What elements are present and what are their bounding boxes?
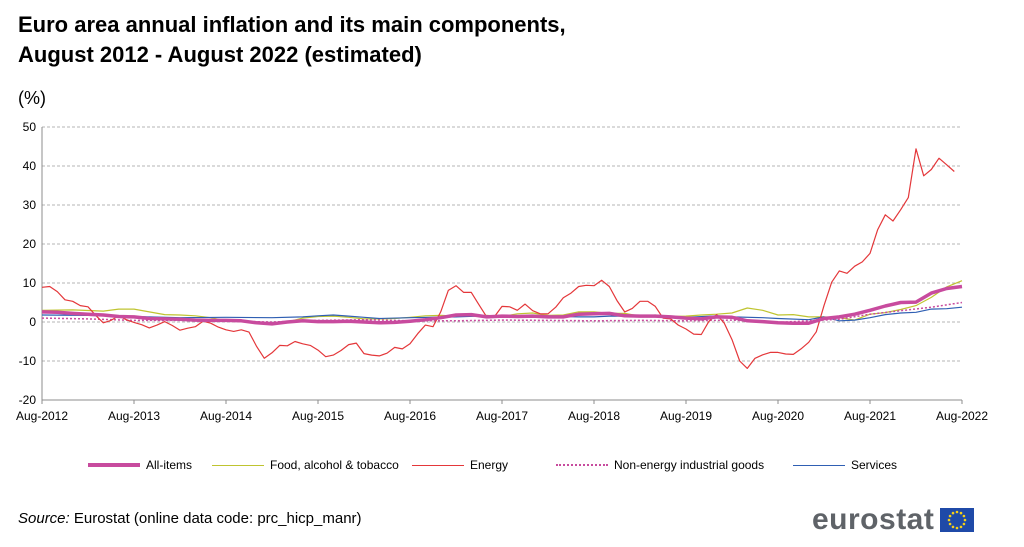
flag-star (960, 511, 963, 515)
legend-label: Services (851, 458, 898, 472)
flag-star (960, 525, 963, 529)
flag-star (952, 511, 955, 515)
x-tick-label: Aug-2016 (384, 409, 436, 423)
legend-label: Food, alcohol & tobacco (270, 458, 399, 472)
x-tick-label: Aug-2014 (200, 409, 252, 423)
chart-legend: All-items Food, alcohol & tobacco Energy No… (0, 458, 1024, 478)
x-tick-label: Aug-2012 (16, 409, 68, 423)
x-tick-label: Aug-2020 (752, 409, 804, 423)
flag-star (962, 522, 966, 526)
y-tick-label: -20 (19, 393, 37, 407)
y-axis-ticks: -20 -10 0 10 20 30 40 50 (19, 120, 43, 407)
legend-item: Non-energy industrial goods (556, 458, 764, 472)
x-tick-label: Aug-2017 (476, 409, 528, 423)
y-axis-unit: (%) (18, 88, 46, 108)
series-line-energy (41, 148, 955, 369)
series-line-all-items (41, 284, 963, 326)
chart-title-line-1: Euro area annual inflation and its main … (18, 12, 566, 37)
eurostat-logo: eurostat (812, 503, 975, 537)
flag-star (956, 526, 959, 530)
legend-swatch (556, 464, 608, 466)
flag-star (956, 510, 959, 514)
x-tick-label: Aug-2019 (660, 409, 712, 423)
source-text: Eurostat (online data code: prc_hicp_man… (69, 510, 362, 527)
y-tick-label: 0 (29, 315, 36, 329)
legend-item: Food, alcohol & tobacco (212, 458, 399, 472)
legend-item: All-items (88, 458, 192, 472)
eurostat-wordmark: eurostat (812, 503, 935, 536)
flag-star (949, 514, 952, 518)
x-tick-label: Aug-2022 (936, 409, 988, 423)
eu-flag-icon (940, 508, 975, 532)
gridlines (42, 126, 962, 362)
series-lines (41, 148, 963, 369)
legend-swatch (88, 463, 140, 467)
legend-label: Energy (470, 458, 509, 472)
chart-title-line-2: August 2012 - August 2022 (estimated) (18, 42, 422, 67)
x-tick-label: Aug-2015 (292, 409, 344, 423)
y-tick-label: 40 (23, 159, 37, 173)
legend-swatch (793, 464, 845, 466)
x-axis-ticks: Aug-2012 Aug-2013 Aug-2014 Aug-2015 Aug-2016… (16, 399, 988, 423)
legend-swatch (412, 464, 464, 466)
source-label: Source: (18, 510, 70, 527)
flag-star (949, 522, 952, 526)
flag-star (948, 518, 951, 522)
flag-star (964, 518, 967, 522)
legend-item: Energy (412, 458, 508, 472)
flag-star (962, 514, 966, 518)
x-tick-label: Aug-2021 (844, 409, 896, 423)
y-tick-label: 10 (23, 276, 37, 290)
y-tick-label: -10 (19, 354, 37, 368)
source-note: Source: Eurostat (online data code: prc_… (18, 510, 362, 527)
legend-item: Services (793, 458, 897, 472)
flag-star (952, 525, 955, 529)
x-tick-label: Aug-2013 (108, 409, 160, 423)
x-tick-label: Aug-2018 (568, 409, 620, 423)
legend-label: Non-energy industrial goods (614, 458, 765, 472)
legend-label: All-items (146, 458, 193, 472)
y-tick-label: 30 (23, 198, 37, 212)
y-tick-label: 20 (23, 237, 37, 251)
y-tick-label: 50 (23, 120, 37, 134)
series-line-services (41, 306, 963, 322)
legend-swatch (212, 464, 264, 466)
chart-title: Euro area annual inflation and its main … (18, 10, 566, 70)
